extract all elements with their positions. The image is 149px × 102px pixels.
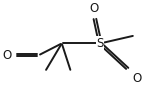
Text: S: S [97, 37, 104, 50]
Text: O: O [2, 49, 11, 62]
Text: O: O [132, 72, 141, 85]
Text: O: O [90, 2, 99, 15]
